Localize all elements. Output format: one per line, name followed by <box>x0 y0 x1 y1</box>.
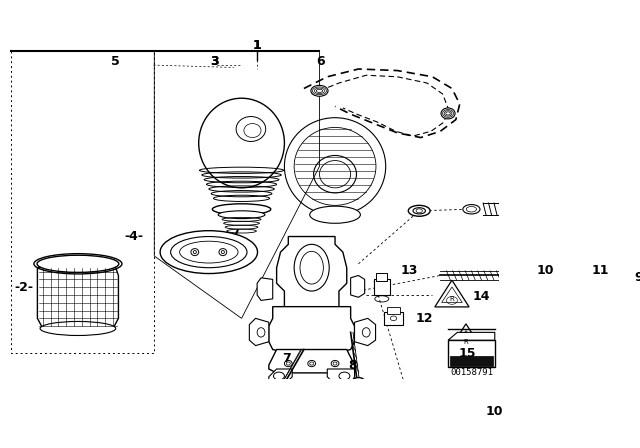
Polygon shape <box>37 260 118 328</box>
Polygon shape <box>355 319 376 345</box>
Ellipse shape <box>308 361 316 366</box>
Ellipse shape <box>352 378 365 385</box>
Ellipse shape <box>193 250 196 254</box>
Text: 3: 3 <box>210 55 219 68</box>
Ellipse shape <box>416 209 422 213</box>
Polygon shape <box>449 324 483 350</box>
Text: 10: 10 <box>486 405 504 418</box>
Ellipse shape <box>160 231 257 274</box>
Ellipse shape <box>441 108 455 119</box>
Polygon shape <box>448 332 495 340</box>
Ellipse shape <box>311 86 328 96</box>
Ellipse shape <box>286 362 291 365</box>
Ellipse shape <box>463 205 480 214</box>
Bar <box>448 340 495 367</box>
Text: 7: 7 <box>282 353 291 366</box>
Text: 5: 5 <box>111 55 120 68</box>
Ellipse shape <box>218 211 265 219</box>
Polygon shape <box>276 237 347 310</box>
Polygon shape <box>269 369 292 384</box>
Text: 14: 14 <box>473 290 490 303</box>
Ellipse shape <box>273 372 284 380</box>
Bar <box>376 273 387 281</box>
Text: 12: 12 <box>416 312 433 325</box>
Polygon shape <box>351 276 365 297</box>
Ellipse shape <box>257 327 265 337</box>
Ellipse shape <box>310 206 360 223</box>
Text: 00158791: 00158791 <box>451 368 493 377</box>
Text: 10: 10 <box>537 263 554 276</box>
Polygon shape <box>257 278 273 301</box>
Text: R: R <box>463 340 468 345</box>
Ellipse shape <box>333 362 337 365</box>
Text: 9: 9 <box>635 271 640 284</box>
Polygon shape <box>327 369 355 384</box>
Text: 13: 13 <box>401 263 418 276</box>
Ellipse shape <box>331 361 339 366</box>
Ellipse shape <box>339 372 350 380</box>
Ellipse shape <box>212 204 271 215</box>
Ellipse shape <box>221 250 225 254</box>
Polygon shape <box>250 319 269 345</box>
Text: -4-: -4- <box>125 230 143 243</box>
Text: -2-: -2- <box>14 281 33 294</box>
Ellipse shape <box>515 201 527 218</box>
Text: 1: 1 <box>253 39 262 52</box>
Text: 3: 3 <box>210 55 219 68</box>
Ellipse shape <box>310 362 314 365</box>
Polygon shape <box>435 280 469 307</box>
Ellipse shape <box>467 207 477 212</box>
Ellipse shape <box>408 205 430 216</box>
Text: 1: 1 <box>253 39 262 52</box>
Bar <box>374 280 390 295</box>
Ellipse shape <box>198 98 284 188</box>
Ellipse shape <box>294 244 329 291</box>
Polygon shape <box>269 306 355 353</box>
Ellipse shape <box>284 361 292 366</box>
Ellipse shape <box>510 267 523 284</box>
Ellipse shape <box>40 322 116 336</box>
Text: 15: 15 <box>459 347 476 360</box>
Ellipse shape <box>413 208 426 214</box>
Ellipse shape <box>219 249 227 256</box>
Bar <box>449 356 493 366</box>
Bar <box>384 312 403 325</box>
Ellipse shape <box>273 388 285 396</box>
Bar <box>387 307 400 314</box>
Text: 6: 6 <box>317 55 325 68</box>
Ellipse shape <box>362 327 370 337</box>
Ellipse shape <box>221 257 227 263</box>
Ellipse shape <box>191 249 198 256</box>
Ellipse shape <box>37 255 119 272</box>
Text: 8: 8 <box>348 358 356 371</box>
Polygon shape <box>269 349 355 373</box>
Text: R: R <box>449 296 454 302</box>
Text: 11: 11 <box>591 263 609 276</box>
